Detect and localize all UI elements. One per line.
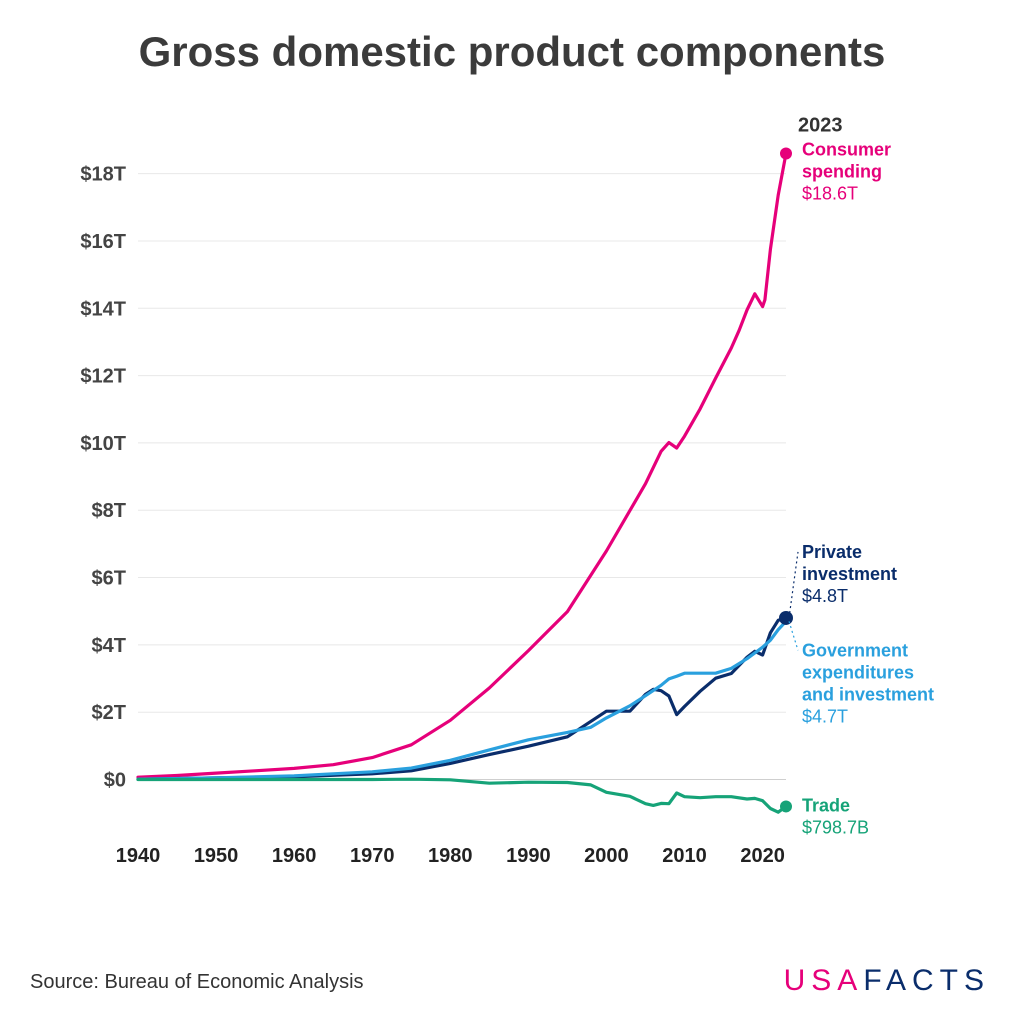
logo-left: USA bbox=[784, 964, 864, 997]
svg-text:1950: 1950 bbox=[194, 845, 239, 867]
svg-text:Government: Government bbox=[802, 640, 908, 660]
svg-text:Trade: Trade bbox=[802, 795, 850, 815]
svg-text:1940: 1940 bbox=[116, 845, 161, 867]
logo-right: FACTS bbox=[863, 964, 990, 997]
chart-area: $0 $2T $4T $6T $8T $10T $12T $14T $16T $18T 1940 19… bbox=[48, 110, 976, 910]
svg-text:2023: 2023 bbox=[798, 114, 843, 136]
svg-text:Private: Private bbox=[802, 542, 862, 562]
svg-text:$798.7B: $798.7B bbox=[802, 817, 869, 837]
svg-text:$4.7T: $4.7T bbox=[802, 706, 848, 726]
svg-text:investment: investment bbox=[802, 564, 897, 584]
logo: USAFACTS bbox=[784, 964, 990, 998]
svg-text:Consumer: Consumer bbox=[802, 139, 891, 159]
svg-text:2010: 2010 bbox=[662, 845, 707, 867]
svg-text:$8T: $8T bbox=[92, 500, 126, 522]
svg-text:$4T: $4T bbox=[92, 635, 126, 657]
svg-text:spending: spending bbox=[802, 161, 882, 181]
svg-text:$12T: $12T bbox=[80, 366, 126, 388]
svg-text:2000: 2000 bbox=[584, 845, 629, 867]
chart-title: Gross domestic product components bbox=[0, 28, 1024, 76]
svg-text:$6T: $6T bbox=[92, 568, 126, 590]
svg-text:1960: 1960 bbox=[272, 845, 317, 867]
svg-text:$18.6T: $18.6T bbox=[802, 183, 858, 203]
svg-text:$18T: $18T bbox=[80, 164, 126, 186]
svg-text:1980: 1980 bbox=[428, 845, 473, 867]
svg-text:$10T: $10T bbox=[80, 433, 126, 455]
svg-text:1990: 1990 bbox=[506, 845, 551, 867]
svg-text:$2T: $2T bbox=[92, 702, 126, 724]
svg-text:$4.8T: $4.8T bbox=[802, 586, 848, 606]
chart-container: Gross domestic product components $0$2T$… bbox=[0, 0, 1024, 1024]
svg-text:expenditures: expenditures bbox=[802, 662, 914, 682]
source-text: Source: Bureau of Economic Analysis bbox=[30, 971, 364, 994]
svg-text:$14T: $14T bbox=[80, 298, 126, 320]
svg-text:2020: 2020 bbox=[740, 845, 785, 867]
chart-svg: $0 $2T $4T $6T $8T $10T $12T $14T $16T $18T 1940 19… bbox=[48, 110, 976, 910]
svg-text:$0: $0 bbox=[104, 770, 126, 792]
svg-text:$16T: $16T bbox=[80, 231, 126, 253]
svg-text:and investment: and investment bbox=[802, 684, 934, 704]
svg-text:1970: 1970 bbox=[350, 845, 395, 867]
